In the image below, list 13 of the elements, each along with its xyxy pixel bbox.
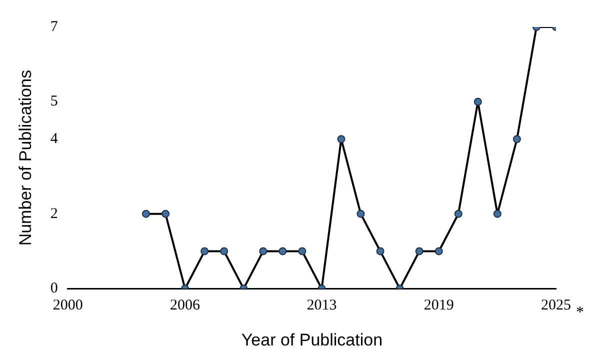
x-tick-label: 2000 [52,298,83,314]
y-tick-label: 7 [50,18,58,35]
y-tick-label: 5 [50,94,58,110]
y-tick-label: 0 [50,280,58,297]
y-axis-title: Number of Publications [16,70,35,246]
y-tick-label: 4 [50,131,58,148]
x-tick-label: 2006 [170,298,201,314]
x-tick-label: 2019 [424,298,454,314]
text: * [576,304,584,321]
x-tick-label: 2025 [541,298,571,314]
x-axis-title: Year of Publication [241,330,383,350]
x-tick-label: 2013 [306,298,337,314]
y-tick-label: 2 [50,206,58,222]
